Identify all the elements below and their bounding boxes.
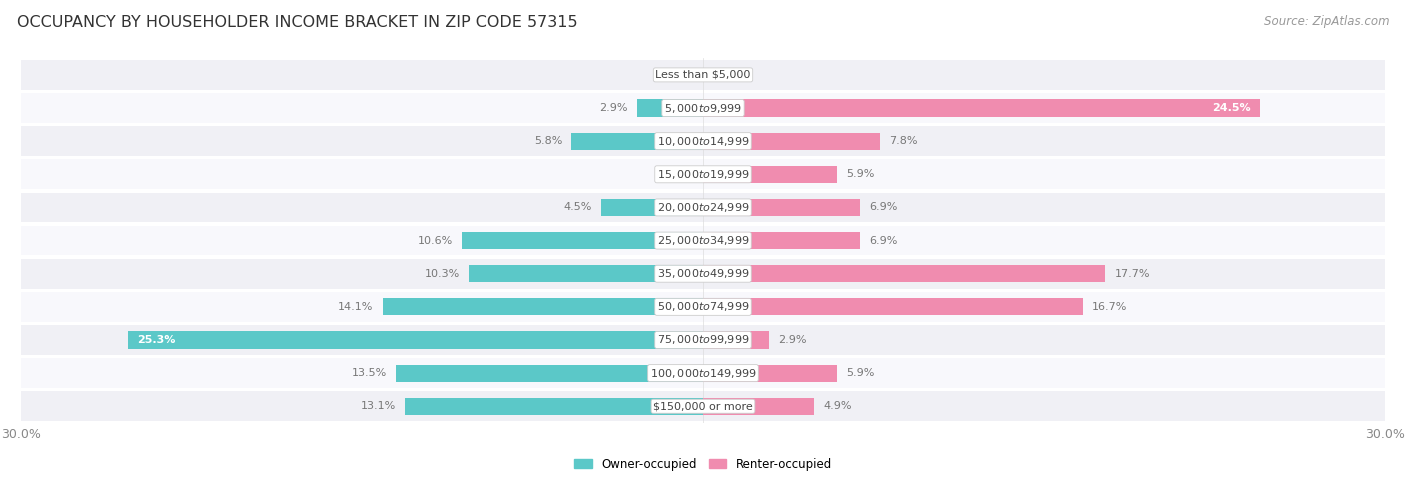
Bar [703, 265, 1105, 282]
Text: 6.9%: 6.9% [869, 236, 897, 245]
Bar [703, 298, 1083, 315]
Bar [463, 232, 703, 249]
Text: 5.8%: 5.8% [534, 136, 562, 146]
Bar [703, 232, 860, 249]
Bar [703, 364, 837, 382]
Bar [21, 226, 1385, 256]
Text: 13.5%: 13.5% [352, 368, 387, 378]
Bar [703, 100, 1260, 117]
Text: $5,000 to $9,999: $5,000 to $9,999 [664, 102, 742, 115]
Text: 14.1%: 14.1% [337, 302, 374, 312]
Text: $20,000 to $24,999: $20,000 to $24,999 [657, 201, 749, 214]
Bar [21, 60, 1385, 90]
Bar [382, 298, 703, 315]
Text: 5.9%: 5.9% [846, 169, 875, 179]
Text: $50,000 to $74,999: $50,000 to $74,999 [657, 300, 749, 313]
Bar [703, 398, 814, 415]
Text: 10.6%: 10.6% [418, 236, 453, 245]
Text: 4.9%: 4.9% [824, 401, 852, 411]
Bar [703, 133, 880, 150]
Text: Source: ZipAtlas.com: Source: ZipAtlas.com [1264, 15, 1389, 28]
Text: 4.5%: 4.5% [564, 203, 592, 212]
Text: $100,000 to $149,999: $100,000 to $149,999 [650, 366, 756, 380]
Text: 10.3%: 10.3% [425, 269, 460, 278]
Text: $25,000 to $34,999: $25,000 to $34,999 [657, 234, 749, 247]
Text: 16.7%: 16.7% [1091, 302, 1128, 312]
Bar [600, 199, 703, 216]
Text: 25.3%: 25.3% [136, 335, 176, 345]
Legend: Owner-occupied, Renter-occupied: Owner-occupied, Renter-occupied [569, 453, 837, 475]
Bar [21, 292, 1385, 322]
Text: 24.5%: 24.5% [1212, 103, 1251, 113]
Bar [637, 100, 703, 117]
Bar [468, 265, 703, 282]
Text: 6.9%: 6.9% [869, 203, 897, 212]
Bar [703, 199, 860, 216]
Text: 2.9%: 2.9% [599, 103, 628, 113]
Bar [21, 259, 1385, 289]
Text: $10,000 to $14,999: $10,000 to $14,999 [657, 135, 749, 148]
Text: 7.8%: 7.8% [890, 136, 918, 146]
Text: OCCUPANCY BY HOUSEHOLDER INCOME BRACKET IN ZIP CODE 57315: OCCUPANCY BY HOUSEHOLDER INCOME BRACKET … [17, 15, 578, 30]
Bar [21, 192, 1385, 222]
Text: Less than $5,000: Less than $5,000 [655, 70, 751, 80]
Text: $35,000 to $49,999: $35,000 to $49,999 [657, 267, 749, 280]
Bar [21, 159, 1385, 189]
Bar [21, 325, 1385, 355]
Text: $75,000 to $99,999: $75,000 to $99,999 [657, 333, 749, 347]
Bar [128, 331, 703, 348]
Bar [571, 133, 703, 150]
Text: 2.9%: 2.9% [778, 335, 807, 345]
Bar [703, 331, 769, 348]
Bar [21, 126, 1385, 156]
Bar [21, 391, 1385, 421]
Bar [21, 93, 1385, 123]
Text: $150,000 or more: $150,000 or more [654, 401, 752, 411]
Text: $15,000 to $19,999: $15,000 to $19,999 [657, 168, 749, 181]
Text: 17.7%: 17.7% [1115, 269, 1150, 278]
Bar [396, 364, 703, 382]
Bar [703, 166, 837, 183]
Text: 13.1%: 13.1% [361, 401, 396, 411]
Bar [21, 358, 1385, 388]
Text: 5.9%: 5.9% [846, 368, 875, 378]
Bar [405, 398, 703, 415]
